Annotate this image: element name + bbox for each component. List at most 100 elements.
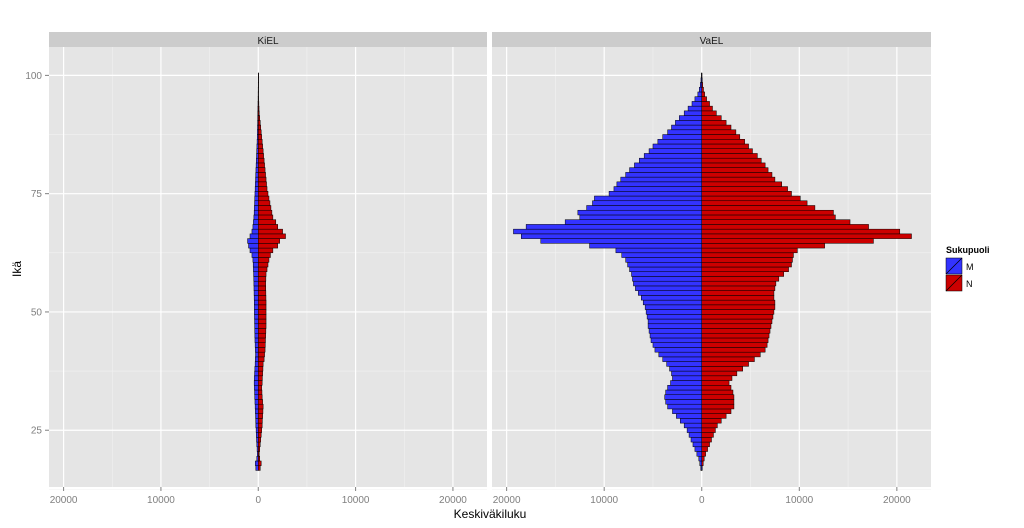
bar-m-age-44 (650, 337, 702, 343)
bar-m-age-41 (658, 351, 702, 358)
bar-n-age-62 (258, 252, 271, 258)
bar-n-age-48 (258, 318, 267, 325)
x-tick-label: 10000 (147, 495, 175, 506)
y-tick-label: 25 (31, 426, 43, 437)
bar-n-age-91 (701, 115, 722, 121)
bar-m-age-39 (254, 361, 259, 367)
bar-n-age-71 (701, 209, 834, 216)
bar-n-age-54 (701, 290, 775, 296)
bar-m-age-81 (634, 162, 702, 168)
bar-n-age-98 (701, 82, 703, 88)
bar-n-age-93 (258, 105, 260, 112)
bar-m-age-51 (254, 304, 259, 310)
bar-n-age-78 (258, 176, 267, 183)
bar-m-age-28 (255, 413, 259, 419)
bar-m-age-46 (648, 328, 702, 334)
bar-n-age-38 (258, 366, 264, 372)
bar-n-age-30 (701, 403, 735, 410)
bar-n-age-51 (258, 304, 267, 310)
bar-m-age-41 (255, 351, 259, 358)
bar-m-age-58 (253, 271, 259, 277)
bar-n-age-69 (701, 219, 851, 225)
bar-n-age-43 (258, 342, 266, 348)
bar-n-age-83 (258, 153, 264, 159)
bar-n-age-86 (258, 139, 263, 145)
bar-n-age-73 (258, 200, 271, 206)
bar-m-age-36 (672, 375, 702, 381)
bar-n-age-96 (701, 91, 705, 97)
bar-m-age-67 (513, 228, 702, 235)
x-tick-label: 20000 (493, 495, 521, 506)
bar-n-age-52 (701, 299, 776, 306)
bar-m-age-57 (253, 276, 259, 282)
bar-n-age-60 (258, 262, 269, 268)
bar-n-age-70 (701, 214, 836, 220)
x-tick-label: 10000 (590, 495, 618, 506)
bar-n-age-35 (701, 380, 730, 386)
bar-n-age-92 (258, 110, 260, 116)
bar-m-age-78 (620, 176, 702, 183)
bar-n-age-49 (701, 314, 774, 320)
bar-m-age-18 (255, 460, 259, 466)
legend-title: Sukupuoli (946, 245, 990, 255)
bar-n-age-84 (258, 148, 264, 154)
bar-n-age-21 (701, 446, 708, 452)
bar-m-age-31 (665, 399, 702, 405)
bar-m-age-44 (254, 337, 259, 343)
bar-m-age-93 (687, 105, 702, 112)
bar-n-age-72 (258, 205, 272, 211)
bar-n-age-86 (701, 139, 745, 145)
bar-m-age-38 (669, 366, 702, 372)
bar-m-age-76 (254, 186, 259, 192)
bar-m-age-31 (254, 399, 259, 405)
bar-n-age-46 (701, 328, 771, 334)
bar-m-age-29 (672, 408, 702, 414)
bar-n-age-87 (258, 134, 262, 140)
bar-m-age-37 (254, 370, 259, 377)
bar-n-age-42 (258, 347, 266, 353)
bar-m-age-61 (625, 257, 702, 263)
bar-m-age-69 (253, 219, 259, 225)
bar-n-age-18 (701, 460, 704, 466)
facet-strip-label: VaEL (700, 36, 724, 47)
bar-n-age-95 (701, 96, 707, 102)
bar-m-age-39 (666, 361, 702, 367)
facet-strip (49, 32, 487, 47)
bar-n-age-25 (258, 427, 262, 433)
bar-m-age-60 (252, 262, 259, 268)
bar-n-age-94 (701, 101, 710, 107)
bar-m-age-92 (683, 110, 702, 116)
bar-m-age-77 (616, 181, 702, 187)
bar-m-age-34 (667, 385, 702, 391)
bar-n-age-74 (258, 195, 270, 202)
bar-n-age-20 (258, 451, 260, 457)
bar-m-age-26 (255, 422, 259, 429)
bar-m-age-69 (564, 219, 702, 225)
bar-m-age-60 (627, 262, 702, 268)
bar-m-age-67 (251, 228, 259, 235)
bar-n-age-90 (701, 120, 727, 126)
bar-m-age-34 (254, 385, 259, 391)
bar-m-age-79 (255, 172, 259, 178)
bar-m-age-48 (254, 318, 259, 325)
bar-n-age-65 (701, 238, 874, 244)
bar-m-age-50 (645, 309, 702, 315)
bar-n-age-81 (701, 162, 766, 168)
bar-m-age-64 (589, 243, 702, 249)
bar-n-age-75 (701, 191, 792, 197)
bar-n-age-34 (701, 385, 732, 391)
legend-label-n: N (966, 279, 973, 289)
bar-m-age-70 (253, 214, 259, 220)
bar-m-age-53 (641, 295, 702, 301)
bar-n-age-17 (258, 465, 261, 471)
bar-m-age-27 (255, 418, 259, 424)
x-tick-label: 10000 (785, 495, 813, 506)
bar-m-age-33 (665, 389, 702, 395)
bar-m-age-73 (254, 200, 259, 206)
bar-n-age-80 (701, 167, 769, 173)
bar-n-age-35 (258, 380, 263, 386)
bar-m-age-65 (247, 238, 259, 244)
bar-m-age-47 (647, 323, 702, 329)
bar-n-age-38 (701, 366, 743, 372)
bar-m-age-59 (629, 266, 702, 272)
